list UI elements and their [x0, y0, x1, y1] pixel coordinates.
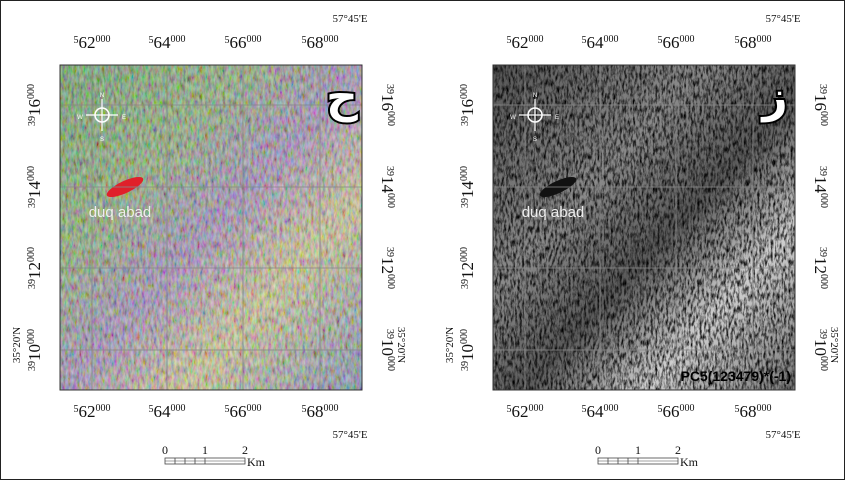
coordinate-label: 566000 — [225, 33, 262, 52]
compass-label: N — [100, 93, 104, 99]
compass-label: S — [533, 137, 537, 143]
coordinate-label: 568000 — [735, 402, 772, 421]
coordinate-label: 3916000 — [378, 84, 397, 126]
image-caption: PC5(123479)*(-1) — [681, 368, 792, 384]
coordinate-label: 568000 — [302, 402, 339, 421]
coordinate-label: 3916000 — [811, 84, 830, 126]
longitude-label: 57°45'E — [332, 13, 367, 25]
image-texture — [60, 65, 362, 390]
scale-unit: Km — [680, 455, 699, 469]
latitude-label: 35°20'N — [11, 327, 23, 363]
coordinate-label: 3914000 — [378, 166, 397, 208]
coordinate-label: 3912000 — [25, 247, 44, 289]
coordinate-label: 562000 — [74, 402, 111, 421]
coordinate-label: 566000 — [658, 33, 695, 52]
latitude-label: 35°20'N — [395, 327, 407, 363]
place-name: duq abad — [522, 204, 585, 221]
scale-label: 0 — [162, 443, 168, 457]
coordinate-label: 3912000 — [811, 247, 830, 289]
compass-label: E — [555, 115, 559, 121]
compass-label: S — [100, 137, 104, 143]
coordinate-label: 568000 — [735, 33, 772, 52]
coordinate-label: 562000 — [507, 33, 544, 52]
scale-label: 0 — [595, 443, 601, 457]
coordinate-label: 3914000 — [811, 166, 830, 208]
coordinate-label: 566000 — [658, 402, 695, 421]
scale-label: 1 — [202, 443, 208, 457]
panel-letter: ز — [760, 72, 787, 123]
coordinate-label: 568000 — [302, 33, 339, 52]
coordinate-label: 3916000 — [458, 84, 477, 126]
coordinate-label: 3914000 — [25, 166, 44, 208]
coordinate-label: 566000 — [225, 402, 262, 421]
coordinate-label: 3910000 — [25, 329, 44, 371]
coordinate-label: 564000 — [582, 402, 619, 421]
place-name: duq abad — [89, 204, 152, 221]
compass-label: W — [510, 115, 516, 121]
compass-label: E — [122, 115, 126, 121]
coordinate-label: 3910000 — [378, 329, 397, 371]
latitude-label: 35°20'N — [444, 327, 456, 363]
compass-label: W — [77, 115, 83, 121]
coordinate-label: 3910000 — [458, 329, 477, 371]
scale-label: 1 — [635, 443, 641, 457]
scale-unit: Km — [247, 455, 266, 469]
coordinate-label: 564000 — [149, 33, 186, 52]
coordinate-label: 564000 — [149, 402, 186, 421]
latitude-label: 35°20'N — [828, 327, 840, 363]
coordinate-label: 3912000 — [378, 247, 397, 289]
longitude-label: 57°45'E — [765, 429, 800, 441]
image-texture — [493, 65, 795, 390]
compass-label: N — [533, 93, 537, 99]
longitude-label: 57°45'E — [332, 429, 367, 441]
longitude-label: 57°45'E — [765, 13, 800, 25]
coordinate-label: 3912000 — [458, 247, 477, 289]
coordinate-label: 562000 — [74, 33, 111, 52]
coordinate-label: 564000 — [582, 33, 619, 52]
coordinate-label: 3914000 — [458, 166, 477, 208]
panel-letter: ح — [326, 72, 358, 123]
coordinate-label: 3916000 — [25, 84, 44, 126]
coordinate-label: 562000 — [507, 402, 544, 421]
coordinate-label: 3910000 — [811, 329, 830, 371]
figure: 562000 564000 566000 568000 562000 564000 5660… — [0, 0, 845, 480]
